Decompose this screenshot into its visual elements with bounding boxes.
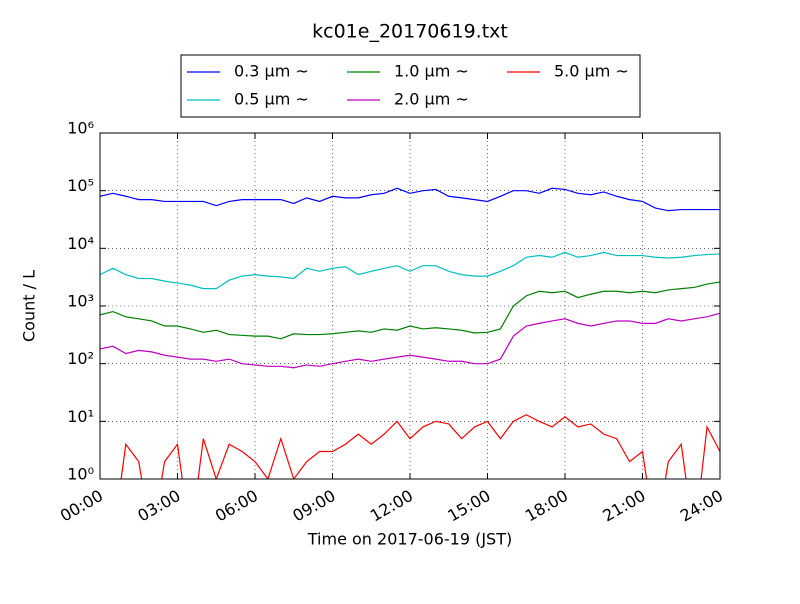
legend-label: 0.5 μm ~ [234,90,309,109]
y-tick-label: 10² [67,349,94,368]
y-tick-label: 10⁰ [67,465,94,484]
chart-title: kc01e_20170619.txt [312,21,508,43]
series-line [100,414,720,479]
y-tick-label: 10⁵ [67,176,94,195]
plot-lines [100,187,720,479]
x-axis-label: Time on 2017-06-19 (JST) [307,530,512,549]
y-tick-label: 10⁴ [67,234,94,253]
legend-label: 1.0 μm ~ [394,62,469,81]
series-line [100,281,720,340]
legend-box [180,54,641,118]
y-tick-label: 10³ [67,292,94,311]
y-axis-label: Count / L [20,270,39,342]
y-tick-label: 10¹ [67,407,94,426]
legend-label: 2.0 μm ~ [394,90,469,109]
series-line [100,251,720,290]
legend-label: 5.0 μm ~ [554,62,629,81]
y-tick-label: 10⁶ [67,119,94,138]
legend: 0.3 μm ~ 0.5 μm ~ 1.0 μm ~ 2.0 μm ~ 5.0 μm ~ [187,62,629,109]
legend-label: 0.3 μm ~ [234,62,309,81]
series-line [100,187,720,212]
series-line [100,312,720,369]
